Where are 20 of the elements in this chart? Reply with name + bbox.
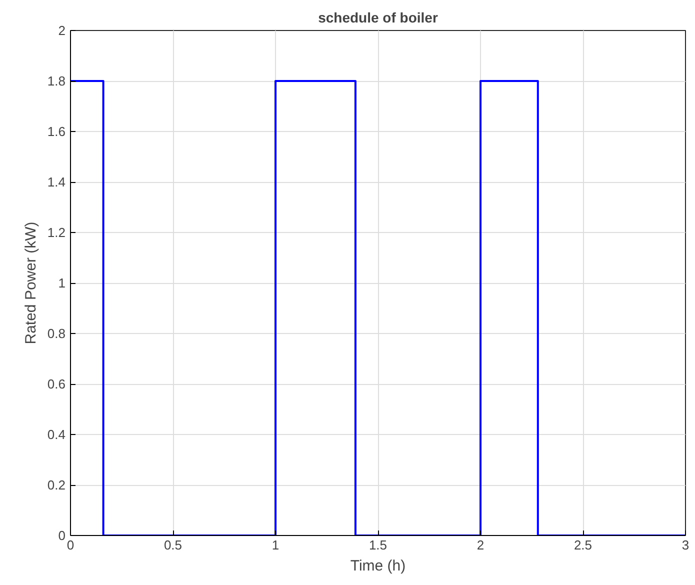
y-axis-title: Rated Power (kW) bbox=[22, 222, 40, 344]
y-tick-label: 0 bbox=[58, 528, 66, 543]
y-tick-label: 0.4 bbox=[47, 427, 66, 442]
y-tick-label: 2 bbox=[58, 23, 66, 38]
chart-title: schedule of boiler bbox=[318, 10, 438, 26]
x-axis-title: Time (h) bbox=[350, 558, 406, 574]
y-tick-label: 0.2 bbox=[47, 478, 66, 492]
x-tick-label: 0.5 bbox=[164, 538, 182, 552]
y-tick-label: 1.2 bbox=[47, 225, 66, 240]
y-tick-label: 0.8 bbox=[47, 326, 66, 341]
y-tick-label: 1.6 bbox=[47, 124, 66, 139]
x-tick-label: 1 bbox=[272, 538, 280, 552]
y-tick-label: 1 bbox=[58, 276, 66, 290]
y-tick-label: 1.8 bbox=[47, 74, 66, 88]
y-tick-label: 1.4 bbox=[47, 174, 66, 190]
x-tick-label: 3 bbox=[682, 538, 690, 552]
y-tick-label: 0.6 bbox=[47, 376, 66, 392]
x-tick-label: 1.5 bbox=[368, 538, 388, 552]
x-tick-label: 2.5 bbox=[574, 538, 592, 552]
x-tick-label: 2 bbox=[476, 538, 484, 552]
